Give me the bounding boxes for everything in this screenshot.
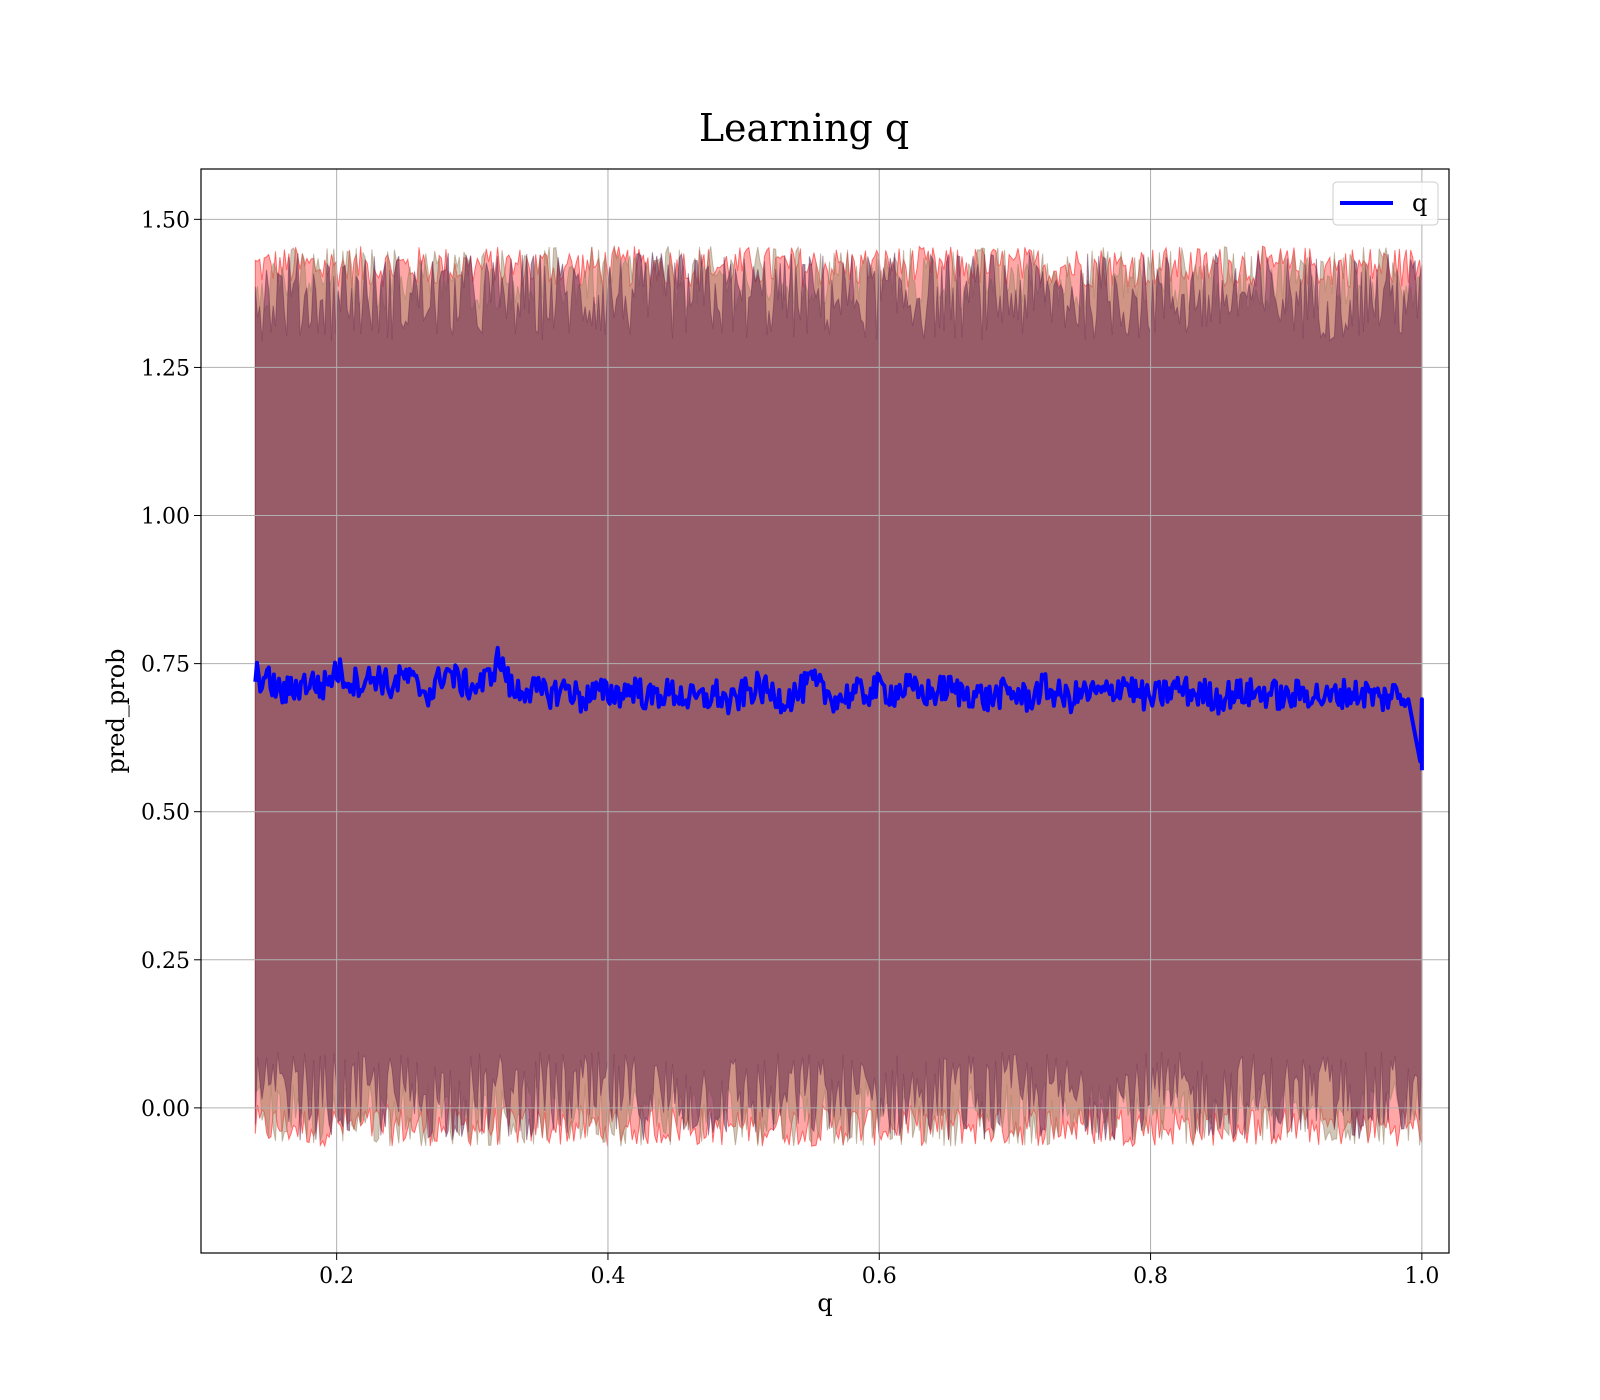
y-tick-label-5: 1.25 [141, 356, 190, 381]
y-tick-label-0: 0.00 [141, 1097, 190, 1122]
x-axis-ticks: 0.2 0.4 0.6 0.8 1.0 [319, 1253, 1439, 1289]
series-layer [253, 645, 1424, 771]
plot-area [200, 168, 1450, 1254]
grid-lines [201, 169, 1449, 1253]
y-tick-label-2: 0.50 [141, 801, 190, 826]
legend-label-q: q [1412, 189, 1427, 217]
y-tick-label-1: 0.25 [141, 949, 190, 974]
axes-frame [200, 168, 1450, 1254]
chart-title: Learning q [699, 106, 909, 150]
legend: q [1332, 181, 1439, 226]
x-tick-label-0: 0.2 [319, 1264, 354, 1289]
y-tick-label-3: 0.75 [141, 653, 190, 678]
series-line-q [253, 645, 1424, 771]
x-tick-label-3: 0.8 [1133, 1264, 1168, 1289]
y-axis-ticks: 0.00 0.25 0.50 0.75 1.00 1.25 1.50 [141, 208, 201, 1122]
y-tick-label-6: 1.50 [141, 208, 190, 233]
x-axis-label: q [817, 1289, 832, 1317]
x-tick-label-2: 0.6 [862, 1264, 897, 1289]
x-tick-label-1: 0.4 [590, 1264, 625, 1289]
y-axis-label: pred_prob [102, 648, 130, 773]
y-tick-label-4: 1.00 [141, 505, 190, 530]
x-tick-label-4: 1.0 [1404, 1264, 1439, 1289]
